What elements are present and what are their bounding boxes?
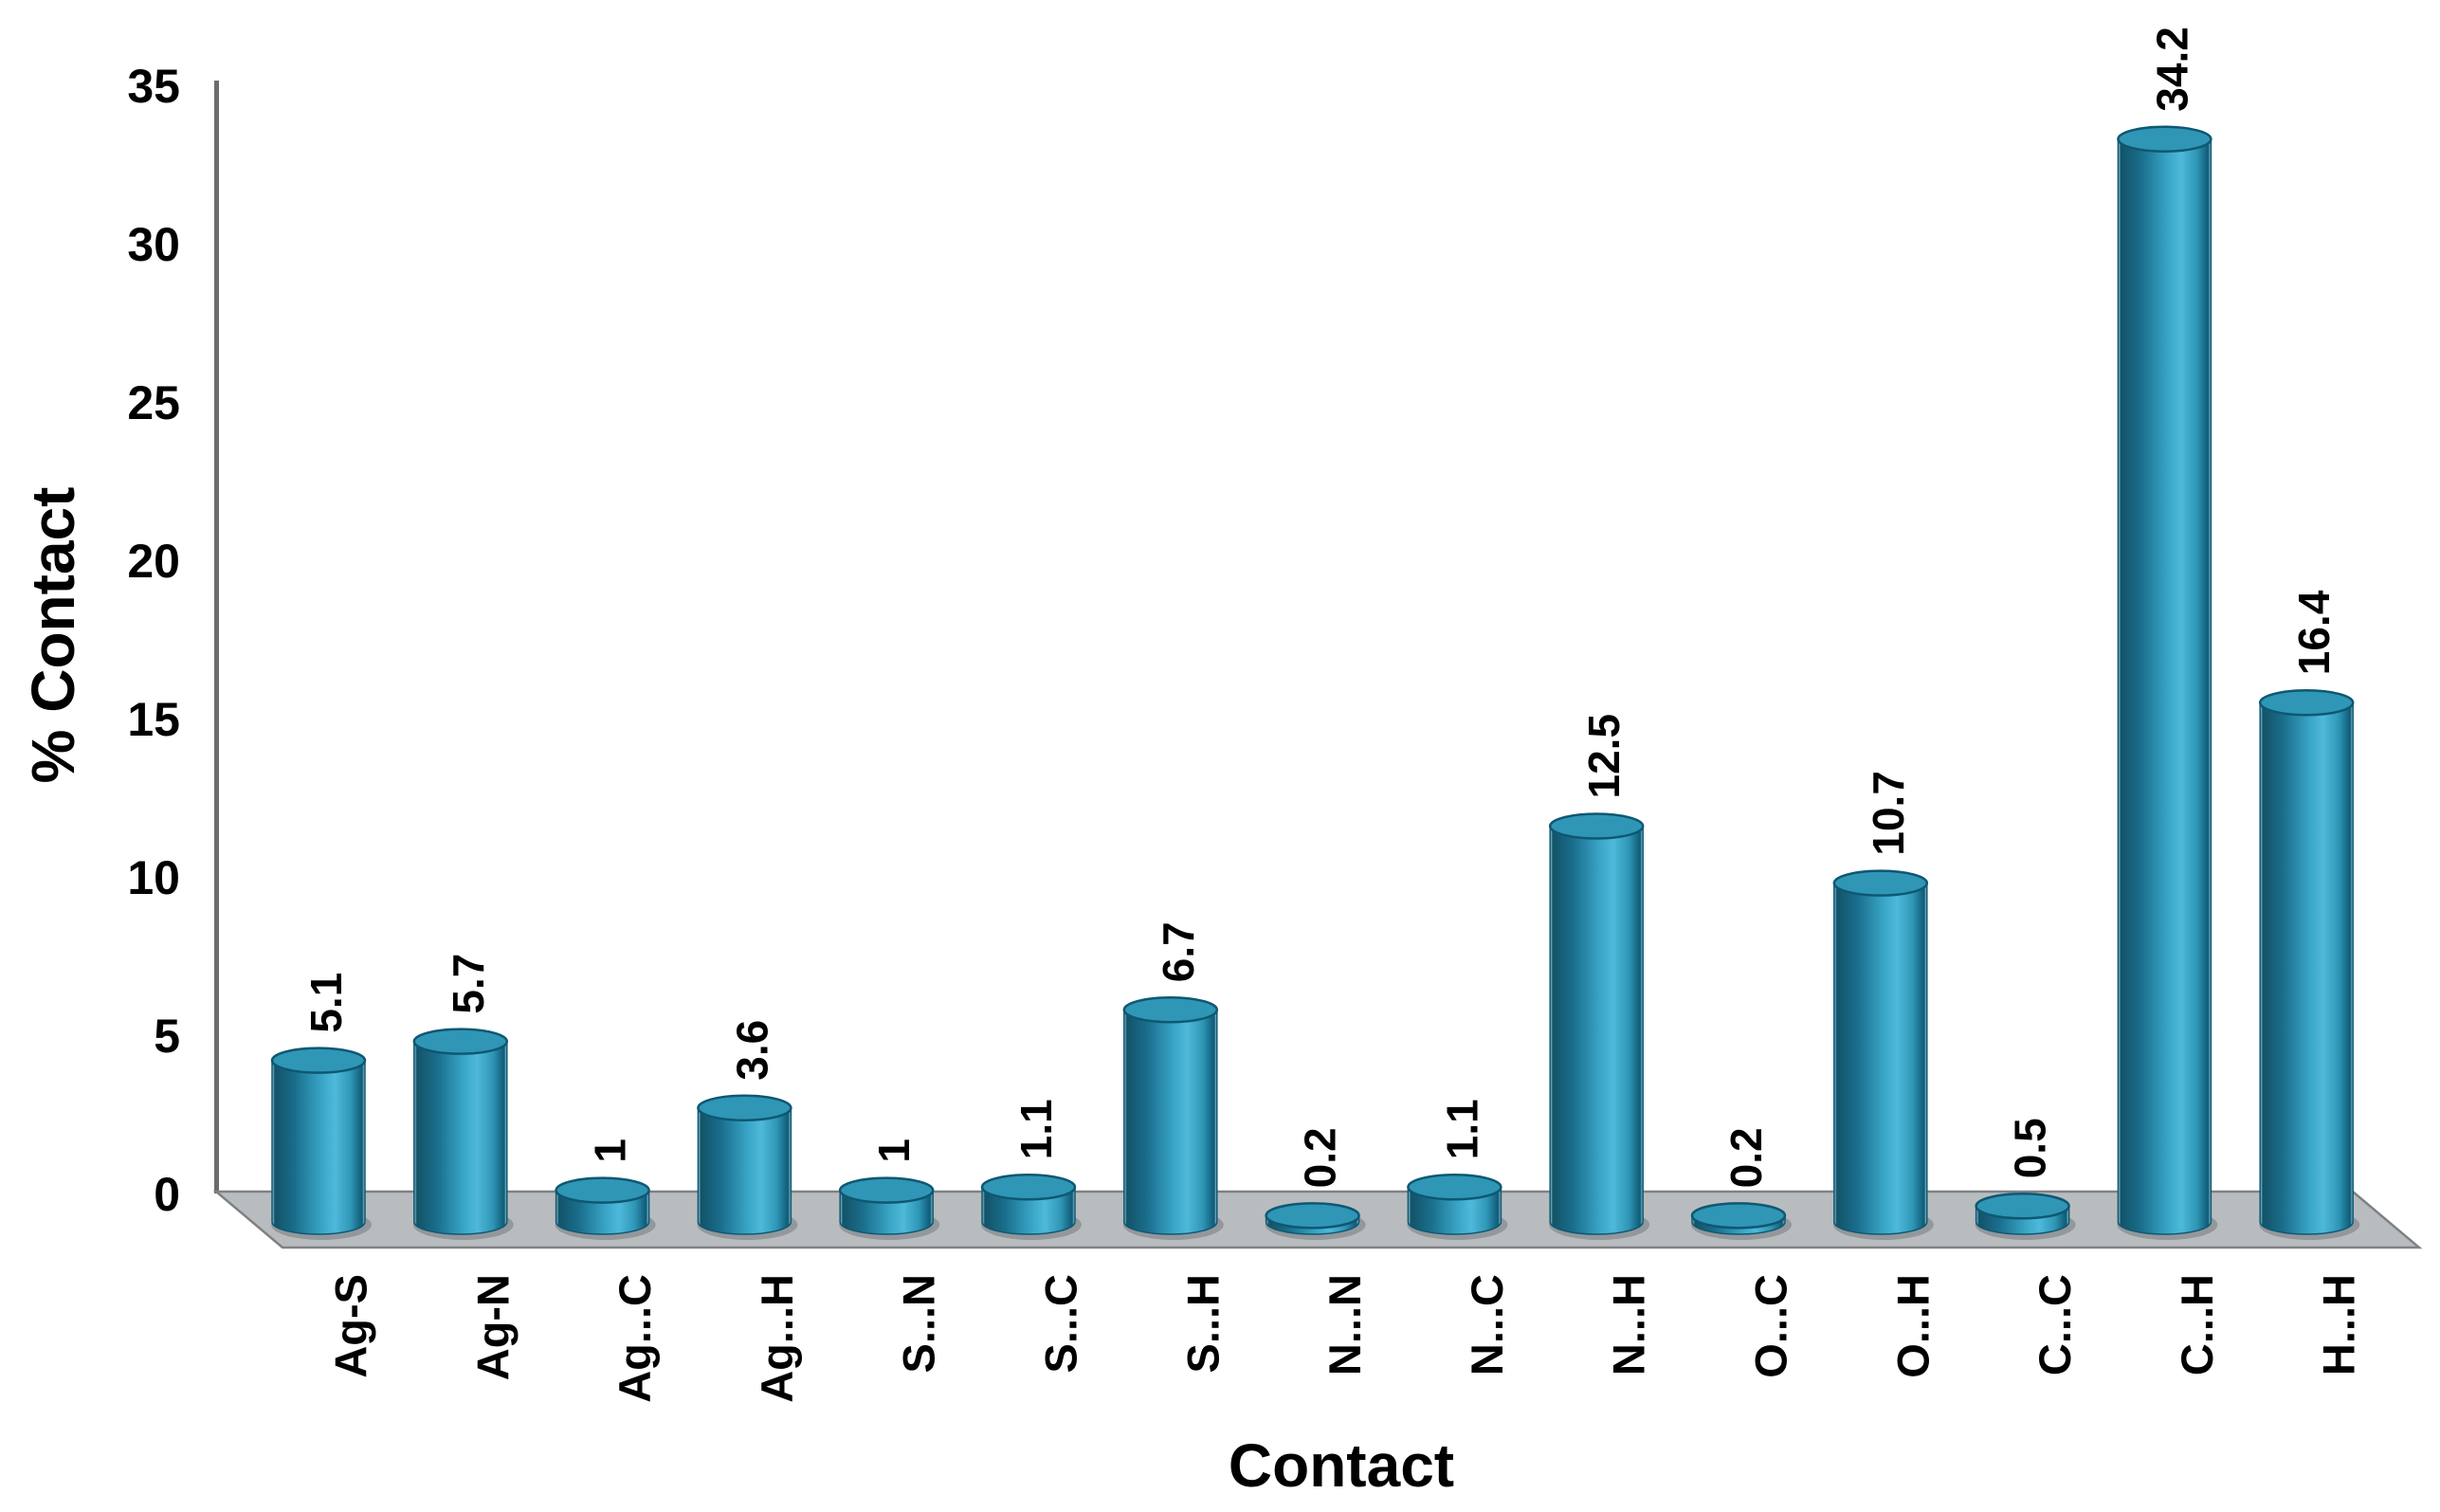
bar-body — [1123, 1009, 1218, 1235]
bar-top — [1265, 1202, 1360, 1230]
category-label: O...C — [1746, 1274, 1796, 1378]
bar-value-label: 5.1 — [301, 973, 351, 1033]
data-labels: 5.1 5.7 1 3.6 1 1.1 6.7 0.2 1.1 12.5 0.2 10.7 0.5 34.… — [301, 27, 2339, 1188]
bar-top — [2117, 125, 2212, 153]
bar-top — [980, 1174, 1077, 1201]
category-label: C...C — [2030, 1274, 2080, 1375]
category-label: N...N — [1320, 1274, 1370, 1375]
bar-cylinder — [2258, 688, 2360, 1240]
bar-top — [1122, 995, 1219, 1024]
category-label: C...H — [2172, 1274, 2222, 1375]
y-tick-label: 10 — [127, 851, 180, 904]
bar-top — [697, 1094, 792, 1122]
bar-top — [270, 1047, 367, 1074]
bar-cylinder — [1407, 1174, 1508, 1240]
bar-body — [413, 1040, 508, 1235]
category-label: N...C — [1462, 1274, 1512, 1375]
bar-body — [1549, 825, 1644, 1235]
bar-value-label: 1.1 — [1437, 1099, 1486, 1159]
bar-top — [838, 1176, 935, 1204]
bar-cylinder — [1975, 1193, 2076, 1240]
bar-value-label: 6.7 — [1154, 921, 1203, 982]
category-labels: Ag-S Ag-N Ag...C Ag...H S...N S...C S...H N...N… — [326, 1274, 2364, 1403]
bar-value-label: 1 — [586, 1139, 635, 1163]
bar-cylinder — [1265, 1202, 1366, 1240]
bar-cylinder — [2117, 125, 2218, 1240]
y-tick-label: 25 — [127, 376, 180, 429]
bar-cylinder — [838, 1176, 940, 1240]
bar-value-label: 3.6 — [727, 1020, 776, 1081]
bar-top — [555, 1176, 650, 1204]
bar-value-label: 34.2 — [2147, 27, 2196, 112]
category-label: S...C — [1036, 1274, 1086, 1373]
bar-value-label: 1 — [869, 1139, 919, 1163]
bar-top — [412, 1028, 509, 1055]
bar-cylinder — [1122, 995, 1224, 1240]
bar-body — [697, 1107, 792, 1235]
bars-group — [270, 125, 2360, 1240]
bar-value-label: 0.5 — [2006, 1118, 2055, 1178]
category-label: H...H — [2314, 1274, 2364, 1375]
bar-top — [1407, 1174, 1502, 1201]
y-tick-label: 5 — [154, 1010, 180, 1063]
bar-body — [2259, 701, 2354, 1235]
category-label: N...H — [1604, 1274, 1654, 1375]
bar-cylinder — [1548, 812, 1650, 1240]
y-tick-label: 0 — [154, 1168, 180, 1221]
y-tick-label: 35 — [127, 60, 180, 113]
y-tick-label: 30 — [127, 218, 180, 271]
category-label: Ag...H — [752, 1274, 802, 1403]
category-label: Ag-N — [467, 1274, 518, 1380]
bar-cylinder — [555, 1176, 656, 1240]
bar-value-label: 0.2 — [1721, 1127, 1771, 1188]
bar-cylinder — [697, 1094, 798, 1240]
bar-body — [2117, 137, 2212, 1235]
y-tick-label: 20 — [127, 535, 180, 588]
bar-top — [1975, 1193, 2070, 1220]
bar-cylinder — [270, 1047, 372, 1240]
bar-top — [2258, 688, 2355, 717]
bar-body — [1833, 882, 1928, 1235]
bar-cylinder — [980, 1174, 1082, 1240]
y-tick-labels: 0 5 10 15 20 25 30 35 — [127, 60, 180, 1221]
category-label: S...H — [1177, 1274, 1228, 1373]
bar-value-label: 5.7 — [444, 954, 493, 1014]
category-label: O...H — [1887, 1274, 1938, 1378]
category-label: Ag-S — [326, 1274, 376, 1378]
category-label: Ag...C — [610, 1274, 660, 1403]
bar-body — [271, 1059, 366, 1235]
bar-cylinder — [1690, 1202, 1792, 1240]
x-axis-title: Contact — [1229, 1431, 1454, 1500]
category-label: S...N — [894, 1274, 944, 1373]
bar-top — [1548, 812, 1645, 840]
bar-cylinder — [412, 1028, 514, 1240]
y-axis-title: % Contact — [19, 487, 87, 784]
bar-value-label: 10.7 — [1864, 771, 1913, 856]
y-tick-label: 15 — [127, 693, 180, 746]
bar-value-label: 12.5 — [1579, 714, 1629, 799]
bar-top — [1690, 1202, 1787, 1230]
bar-cylinder — [1832, 869, 1934, 1240]
bar-value-label: 1.1 — [1011, 1099, 1061, 1159]
bar-value-label: 16.4 — [2289, 590, 2339, 675]
bar-top — [1832, 869, 1929, 897]
bar-value-label: 0.2 — [1296, 1127, 1345, 1188]
